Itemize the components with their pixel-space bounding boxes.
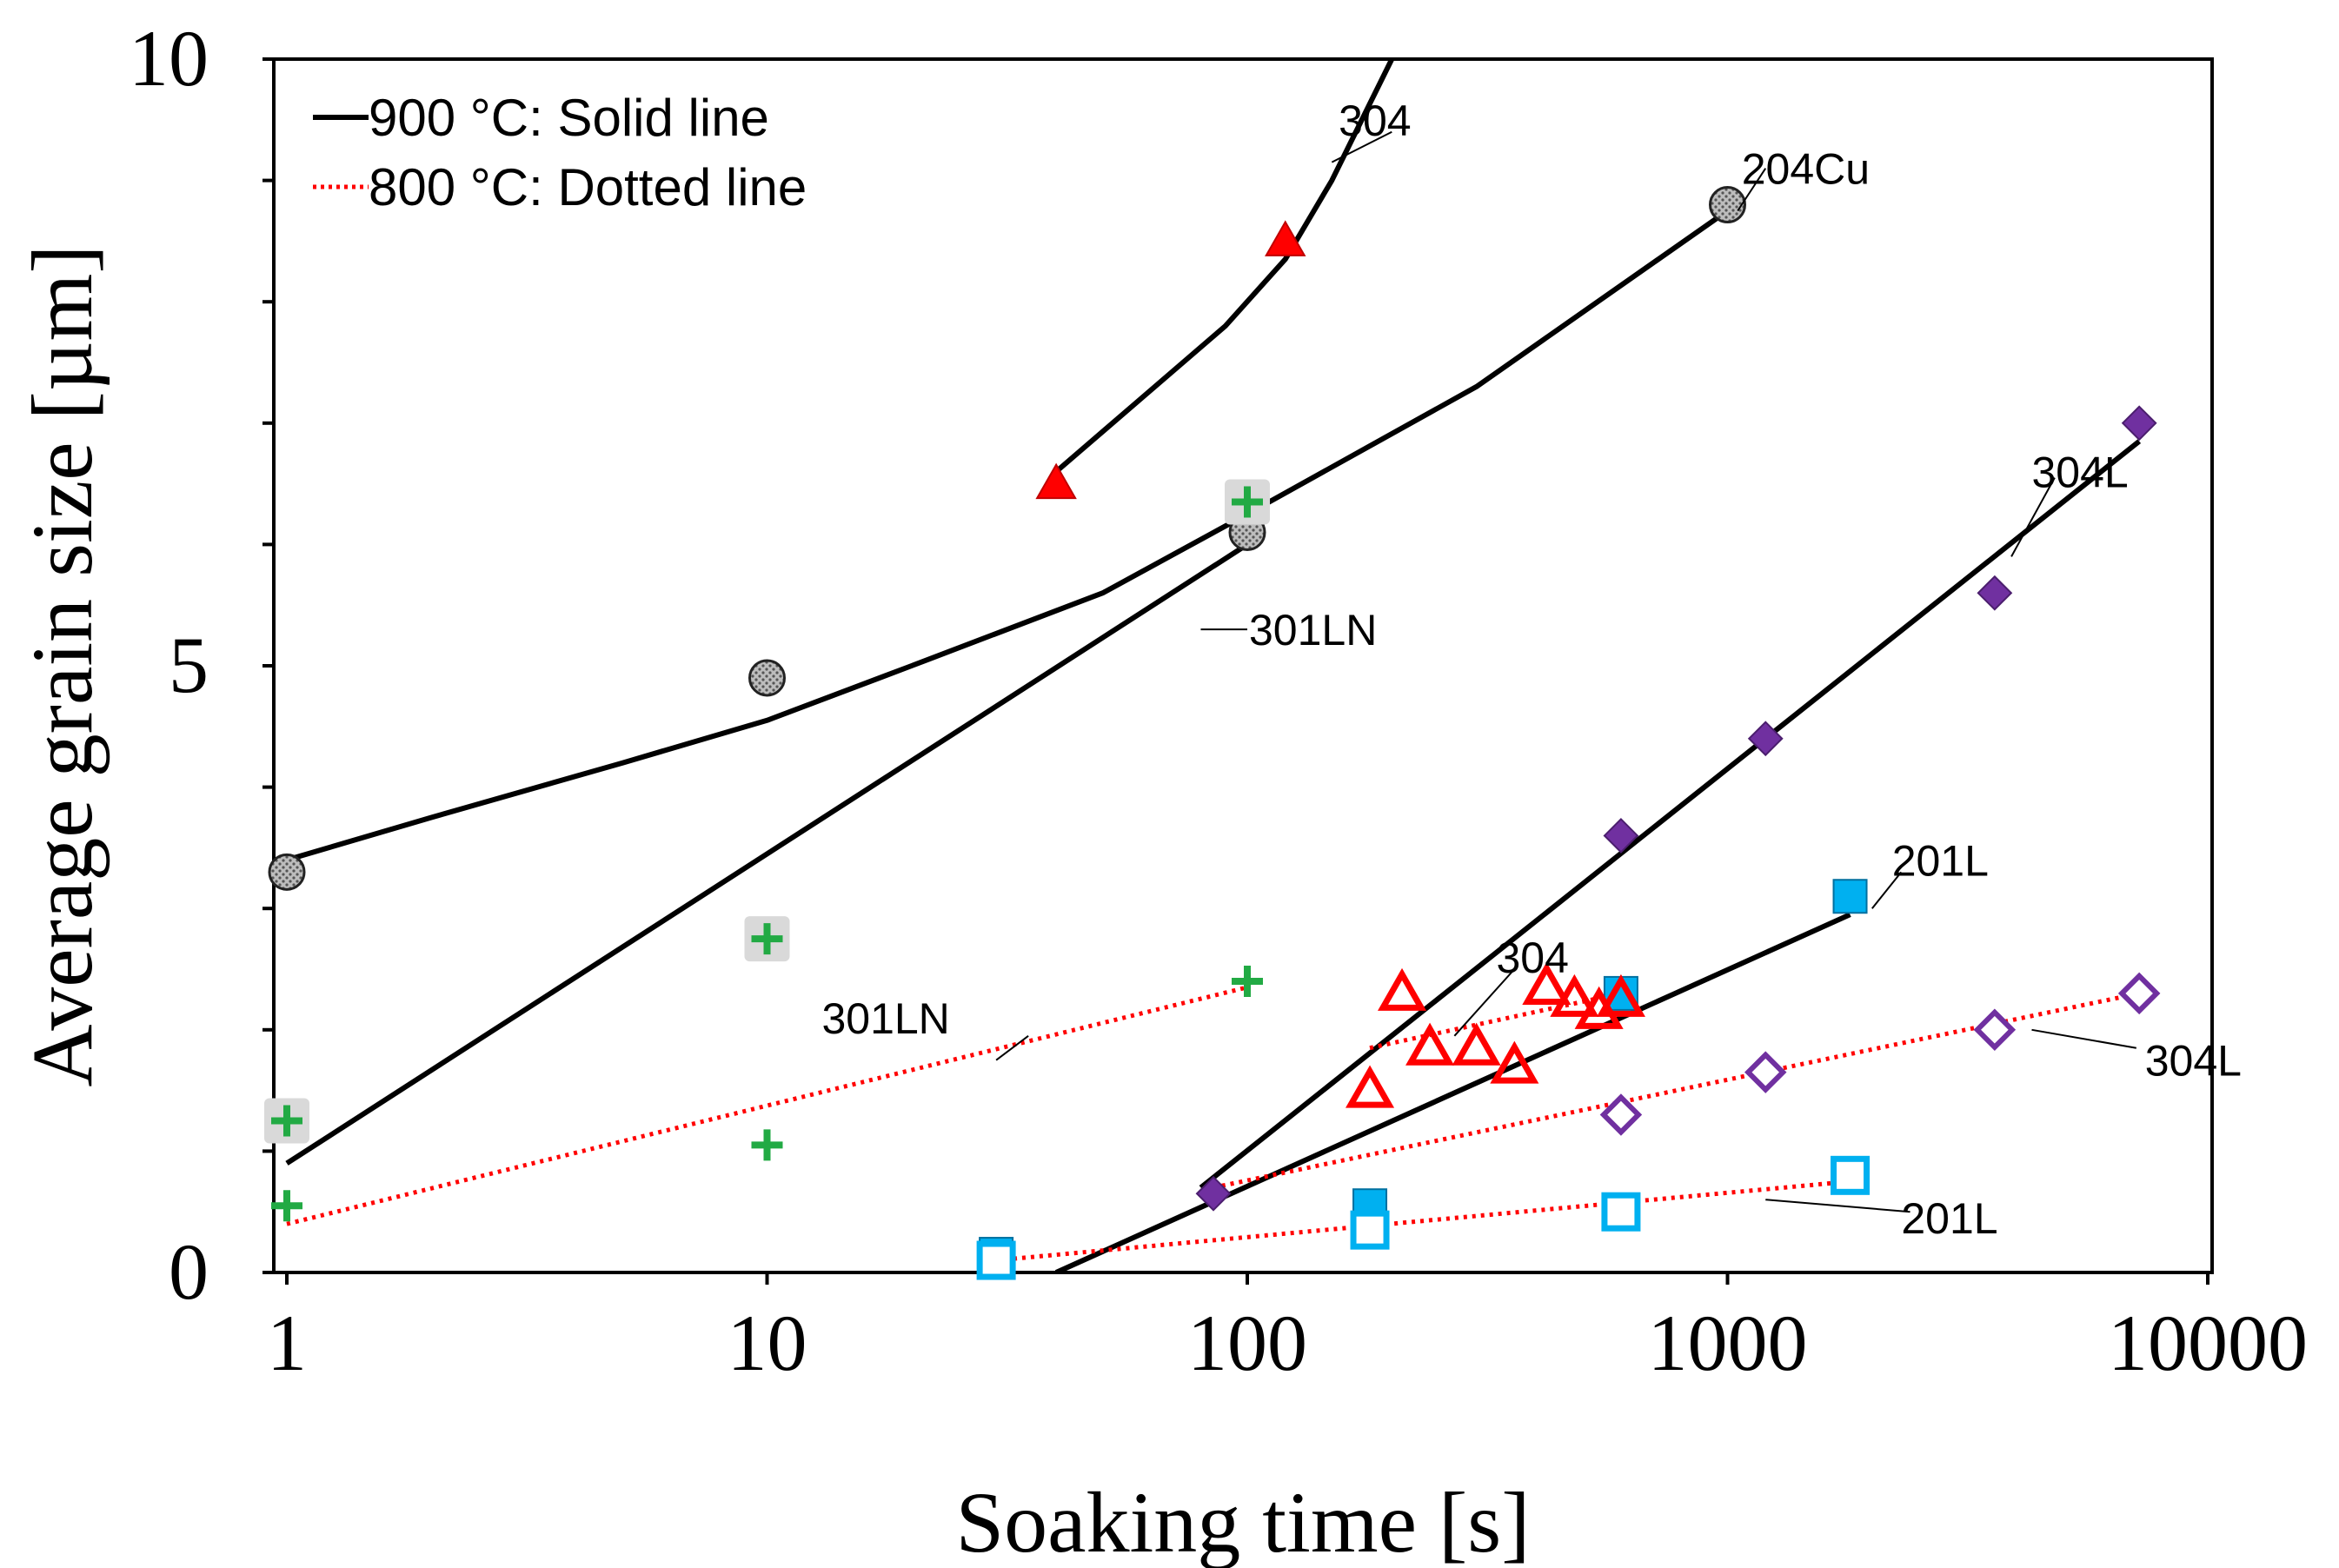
fit-line xyxy=(1054,912,1851,1272)
y-tick-label: 10 xyxy=(129,14,209,103)
open-diamond-marker xyxy=(2117,972,2161,1015)
plus-marker xyxy=(751,923,783,955)
open-diamond-marker xyxy=(1599,1093,1643,1136)
circle-marker xyxy=(268,853,306,891)
triangle-marker xyxy=(1035,462,1077,500)
open-triangle-marker xyxy=(1405,1022,1455,1066)
annotations: 304 204Cu 304L 301LN 201L 304 301LN 304L 201L xyxy=(821,96,2242,1243)
open-diamond-marker xyxy=(1973,1008,2017,1052)
plot-area xyxy=(272,57,2214,1274)
square-marker xyxy=(1832,879,1868,914)
annotation-leader xyxy=(995,1034,1029,1061)
x-tick-label: 100 xyxy=(1187,1299,1307,1387)
circle-marker xyxy=(748,659,786,697)
open-triangle-marker xyxy=(1522,961,1572,1005)
annotation-leader xyxy=(1765,1199,1910,1213)
diamond-marker xyxy=(1977,575,2013,611)
x-tick-label: 10000 xyxy=(2108,1299,2308,1387)
plus-marker xyxy=(271,1190,302,1222)
annotation-label: 201L xyxy=(1892,836,1989,885)
axes: 1 10 100 1000 10000 0 5 10 xyxy=(129,14,2308,1387)
fit-line xyxy=(285,541,1249,1166)
y-tick-label: 0 xyxy=(169,1227,209,1316)
legend-solid-label: 900 °C: Solid line xyxy=(369,89,769,147)
plus-marker xyxy=(751,1129,783,1161)
open-square-marker xyxy=(976,1240,1016,1280)
open-triangle-marker xyxy=(1490,1040,1539,1084)
open-square-marker xyxy=(1601,1192,1641,1232)
legend: 900 °C: Solid line 800 °C: Dotted line xyxy=(313,89,807,216)
open-triangle-marker xyxy=(1346,1065,1395,1108)
annotation-label: 304 xyxy=(1496,933,1568,982)
plus-marker xyxy=(271,1105,302,1137)
plus-marker xyxy=(1232,965,1263,997)
annotation-leader xyxy=(1871,871,1903,909)
annotation-leader xyxy=(1737,168,1767,212)
annotation-label: 304L xyxy=(2031,448,2128,497)
triangle-marker xyxy=(1265,220,1306,256)
fit-lines xyxy=(285,59,2142,1272)
x-axis-title: Soaking time [s] xyxy=(955,1474,1530,1568)
annotation-leader xyxy=(1453,968,1516,1037)
y-axis-title: Average grain size [µm] xyxy=(14,244,110,1086)
open-triangle-marker xyxy=(1596,973,1645,1017)
fit-line xyxy=(1213,991,2140,1190)
open-square-marker xyxy=(1831,1155,1871,1195)
fit-line xyxy=(1199,439,2142,1190)
circle-marker xyxy=(1709,186,1746,224)
x-tick-label: 1000 xyxy=(1648,1299,1808,1387)
annotation-label: 201L xyxy=(1901,1194,1997,1243)
annotation-leader xyxy=(2010,477,2056,557)
annotation-leader xyxy=(2031,1028,2136,1049)
open-triangle-marker xyxy=(1574,986,1624,1029)
data-markers xyxy=(264,186,2161,1280)
fit-line xyxy=(286,209,1730,863)
annotation-label: 304 xyxy=(1339,96,1411,145)
diamond-marker xyxy=(1195,1175,1232,1212)
y-tick-label: 5 xyxy=(169,621,209,709)
legend-dotted-label: 800 °C: Dotted line xyxy=(369,158,807,216)
open-triangle-marker xyxy=(1550,973,1599,1017)
x-tick-label: 10 xyxy=(728,1299,807,1387)
open-square-marker xyxy=(1350,1210,1390,1250)
diamond-marker xyxy=(2121,405,2157,442)
fit-line xyxy=(995,1179,1851,1263)
plus-marker xyxy=(1232,486,1263,518)
x-tick-label: 1 xyxy=(267,1299,307,1387)
annotation-label: 304L xyxy=(2145,1037,2242,1086)
open-triangle-marker xyxy=(1377,967,1427,1011)
diamond-marker xyxy=(1603,818,1639,854)
annotation-label: 204Cu xyxy=(1742,145,1870,194)
open-triangle-marker xyxy=(1452,1022,1501,1066)
open-diamond-marker xyxy=(1744,1051,1787,1093)
diamond-marker xyxy=(1747,721,1784,757)
fit-line xyxy=(1054,59,1394,474)
annotation-label: 301LN xyxy=(1249,606,1377,654)
annotation-label: 301LN xyxy=(821,994,949,1043)
annotation-leader xyxy=(1331,130,1392,163)
